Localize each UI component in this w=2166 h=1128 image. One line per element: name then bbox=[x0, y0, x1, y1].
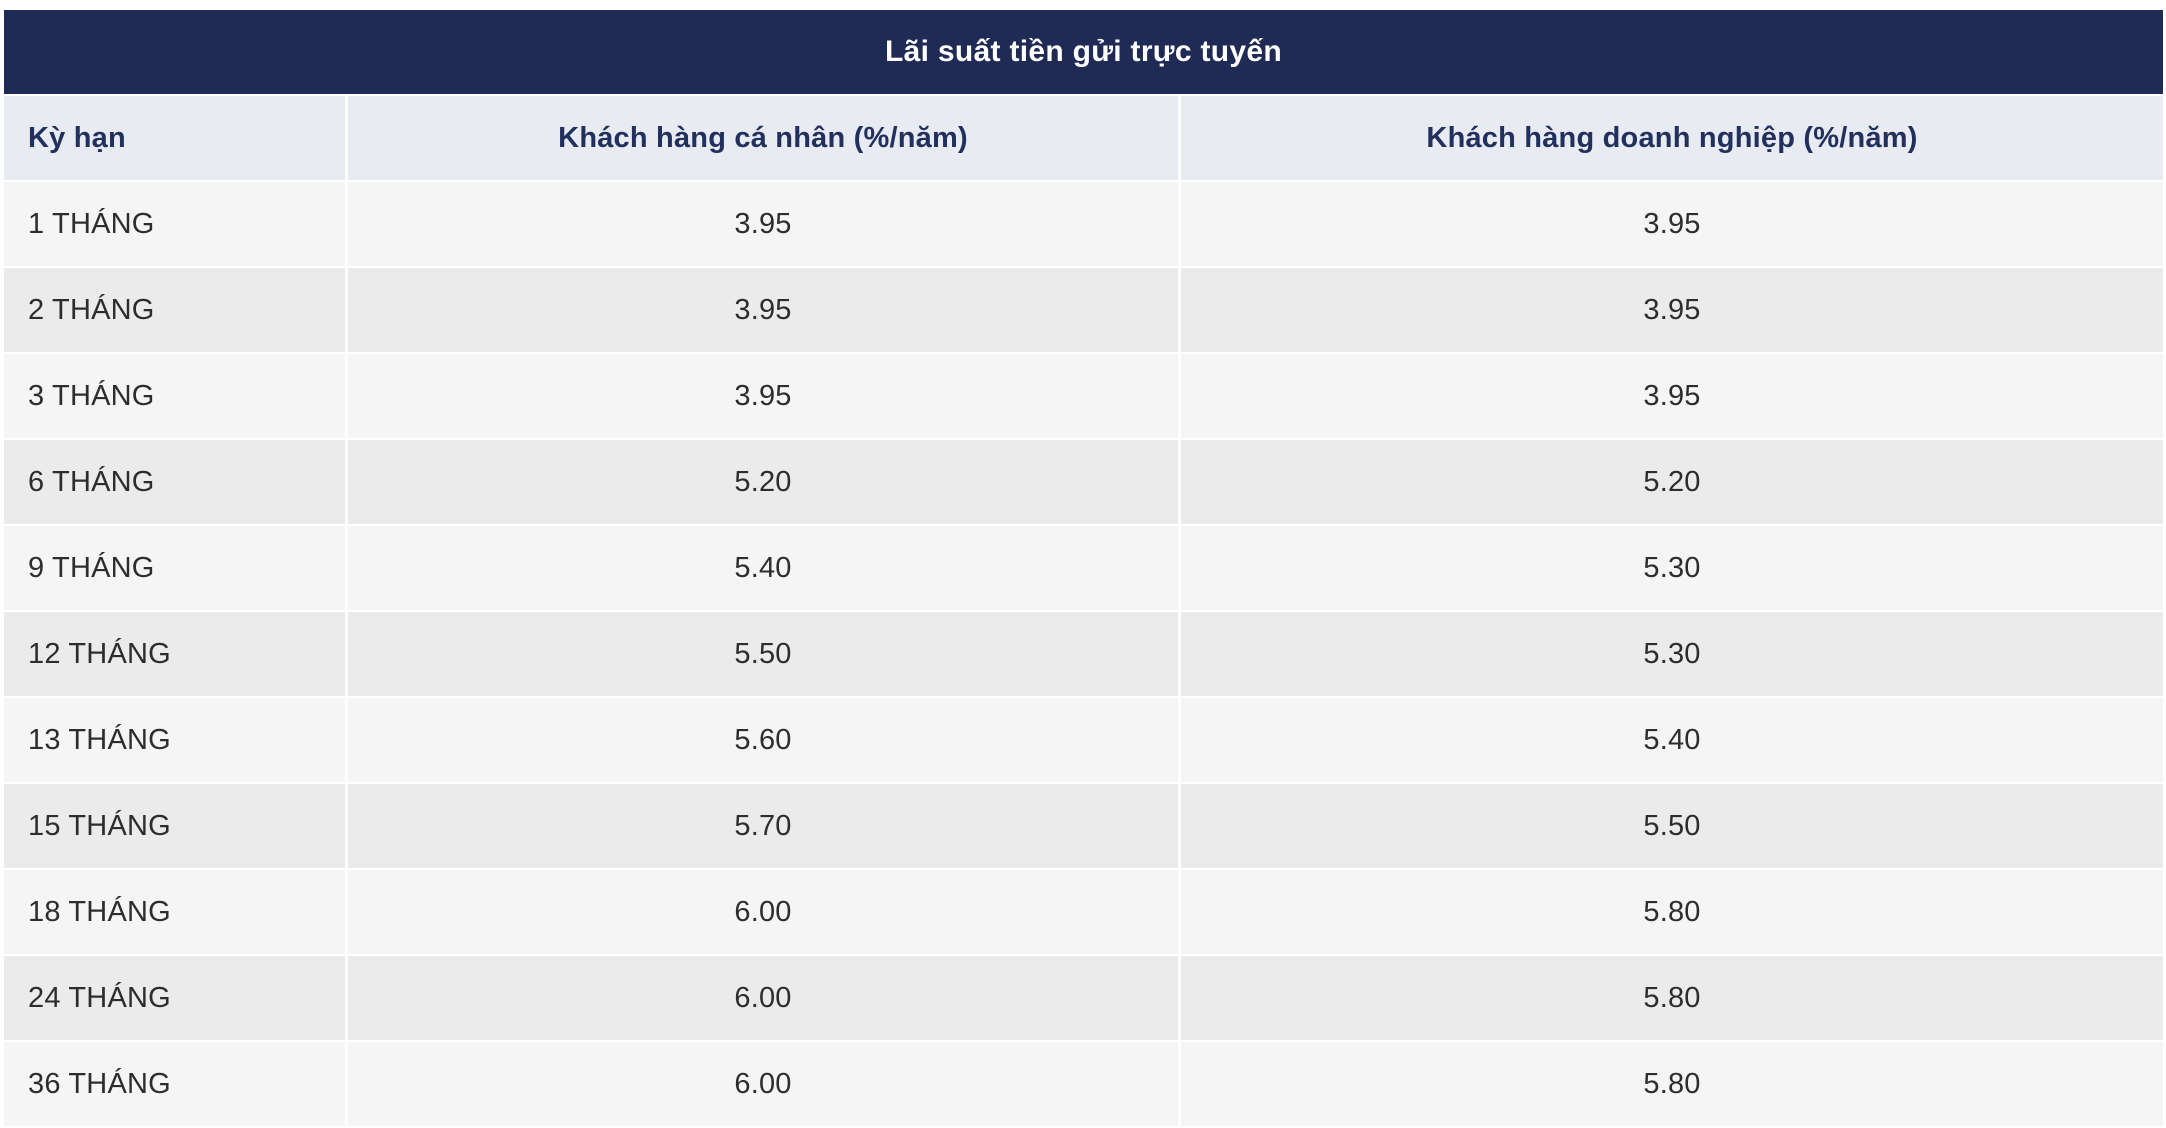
business-rate-cell: 3.95 bbox=[1178, 268, 2164, 354]
deposit-rates-table: Lãi suất tiền gửi trực tuyến Kỳ hạn Khác… bbox=[4, 10, 2164, 1128]
personal-rate-cell: 5.20 bbox=[345, 440, 1178, 526]
table-row: 36 THÁNG 6.00 5.80 bbox=[4, 1042, 2164, 1128]
personal-rate-cell: 3.95 bbox=[345, 182, 1178, 268]
term-cell: 13 THÁNG bbox=[4, 698, 345, 784]
table-row: 18 THÁNG 6.00 5.80 bbox=[4, 870, 2164, 956]
term-cell: 9 THÁNG bbox=[4, 526, 345, 612]
term-cell: 3 THÁNG bbox=[4, 354, 345, 440]
term-cell: 15 THÁNG bbox=[4, 784, 345, 870]
personal-rate-cell: 5.50 bbox=[345, 612, 1178, 698]
personal-rate-cell: 3.95 bbox=[345, 354, 1178, 440]
personal-rate-cell: 6.00 bbox=[345, 956, 1178, 1042]
term-cell: 18 THÁNG bbox=[4, 870, 345, 956]
business-rate-cell: 5.30 bbox=[1178, 612, 2164, 698]
personal-rate-cell: 5.40 bbox=[345, 526, 1178, 612]
business-rate-cell: 3.95 bbox=[1178, 354, 2164, 440]
table-row: 15 THÁNG 5.70 5.50 bbox=[4, 784, 2164, 870]
table-body: 1 THÁNG 3.95 3.95 2 THÁNG 3.95 3.95 3 TH… bbox=[4, 182, 2164, 1128]
business-rate-cell: 5.80 bbox=[1178, 1042, 2164, 1128]
table-row: 6 THÁNG 5.20 5.20 bbox=[4, 440, 2164, 526]
table-title: Lãi suất tiền gửi trực tuyến bbox=[4, 10, 2164, 96]
table-row: 9 THÁNG 5.40 5.30 bbox=[4, 526, 2164, 612]
table-row: 1 THÁNG 3.95 3.95 bbox=[4, 182, 2164, 268]
business-rate-cell: 5.50 bbox=[1178, 784, 2164, 870]
table-title-row: Lãi suất tiền gửi trực tuyến bbox=[4, 10, 2164, 96]
column-header-term: Kỳ hạn bbox=[4, 96, 345, 182]
table-row: 24 THÁNG 6.00 5.80 bbox=[4, 956, 2164, 1042]
term-cell: 1 THÁNG bbox=[4, 182, 345, 268]
term-cell: 12 THÁNG bbox=[4, 612, 345, 698]
business-rate-cell: 5.30 bbox=[1178, 526, 2164, 612]
personal-rate-cell: 5.60 bbox=[345, 698, 1178, 784]
term-cell: 24 THÁNG bbox=[4, 956, 345, 1042]
column-header-business: Khách hàng doanh nghiệp (%/năm) bbox=[1178, 96, 2164, 182]
column-header-personal: Khách hàng cá nhân (%/năm) bbox=[345, 96, 1178, 182]
term-cell: 6 THÁNG bbox=[4, 440, 345, 526]
business-rate-cell: 5.40 bbox=[1178, 698, 2164, 784]
table-row: 2 THÁNG 3.95 3.95 bbox=[4, 268, 2164, 354]
personal-rate-cell: 6.00 bbox=[345, 1042, 1178, 1128]
term-cell: 2 THÁNG bbox=[4, 268, 345, 354]
table-head: Lãi suất tiền gửi trực tuyến Kỳ hạn Khác… bbox=[4, 10, 2164, 182]
term-cell: 36 THÁNG bbox=[4, 1042, 345, 1128]
business-rate-cell: 5.80 bbox=[1178, 956, 2164, 1042]
table-row: 3 THÁNG 3.95 3.95 bbox=[4, 354, 2164, 440]
personal-rate-cell: 5.70 bbox=[345, 784, 1178, 870]
personal-rate-cell: 6.00 bbox=[345, 870, 1178, 956]
personal-rate-cell: 3.95 bbox=[345, 268, 1178, 354]
business-rate-cell: 5.20 bbox=[1178, 440, 2164, 526]
table-row: 12 THÁNG 5.50 5.30 bbox=[4, 612, 2164, 698]
table-header-row: Kỳ hạn Khách hàng cá nhân (%/năm) Khách … bbox=[4, 96, 2164, 182]
business-rate-cell: 5.80 bbox=[1178, 870, 2164, 956]
business-rate-cell: 3.95 bbox=[1178, 182, 2164, 268]
table-row: 13 THÁNG 5.60 5.40 bbox=[4, 698, 2164, 784]
